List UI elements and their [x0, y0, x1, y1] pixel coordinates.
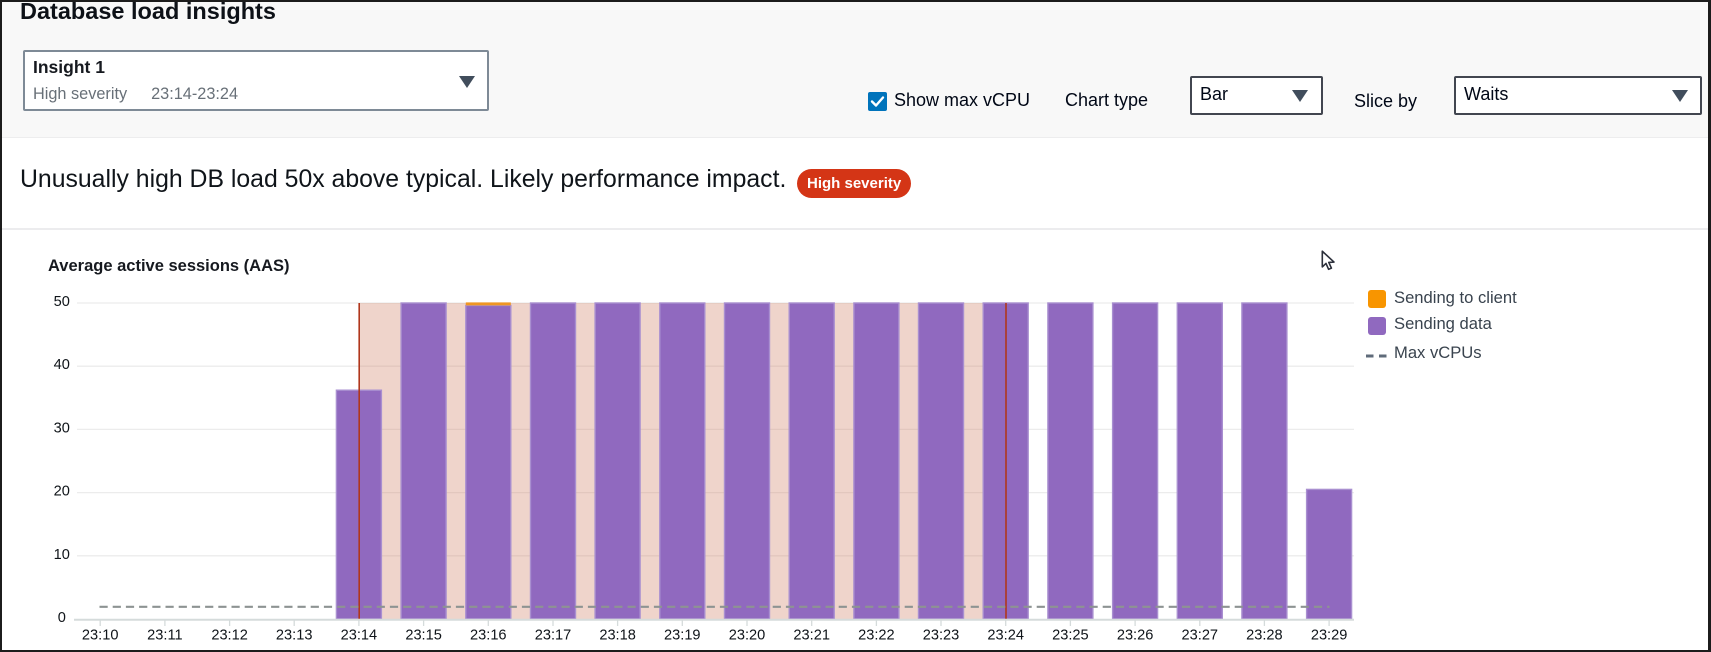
svg-text:20: 20 [54, 484, 70, 500]
svg-text:23:11: 23:11 [147, 628, 182, 644]
svg-text:23:21: 23:21 [793, 628, 830, 644]
svg-text:23:13: 23:13 [276, 628, 313, 644]
svg-text:23:23: 23:23 [923, 628, 960, 644]
svg-text:23:29: 23:29 [1311, 628, 1348, 644]
svg-text:23:20: 23:20 [729, 628, 766, 644]
svg-text:30: 30 [54, 420, 70, 436]
svg-text:23:26: 23:26 [1117, 628, 1154, 644]
svg-text:23:24: 23:24 [987, 628, 1024, 644]
svg-text:50: 50 [54, 294, 70, 310]
svg-text:40: 40 [54, 357, 70, 373]
svg-text:23:28: 23:28 [1246, 628, 1283, 644]
svg-text:23:15: 23:15 [405, 628, 442, 644]
svg-text:0: 0 [58, 610, 66, 626]
svg-text:23:17: 23:17 [535, 628, 572, 644]
svg-text:23:19: 23:19 [664, 628, 701, 644]
svg-text:23:25: 23:25 [1052, 628, 1089, 644]
svg-text:23:10: 23:10 [82, 628, 119, 644]
svg-text:23:18: 23:18 [599, 628, 636, 644]
svg-text:23:12: 23:12 [211, 628, 248, 644]
svg-text:23:27: 23:27 [1182, 628, 1219, 644]
svg-text:23:14: 23:14 [341, 628, 378, 644]
svg-text:10: 10 [54, 547, 70, 563]
svg-text:23:16: 23:16 [470, 628, 507, 644]
svg-text:23:22: 23:22 [858, 628, 895, 644]
